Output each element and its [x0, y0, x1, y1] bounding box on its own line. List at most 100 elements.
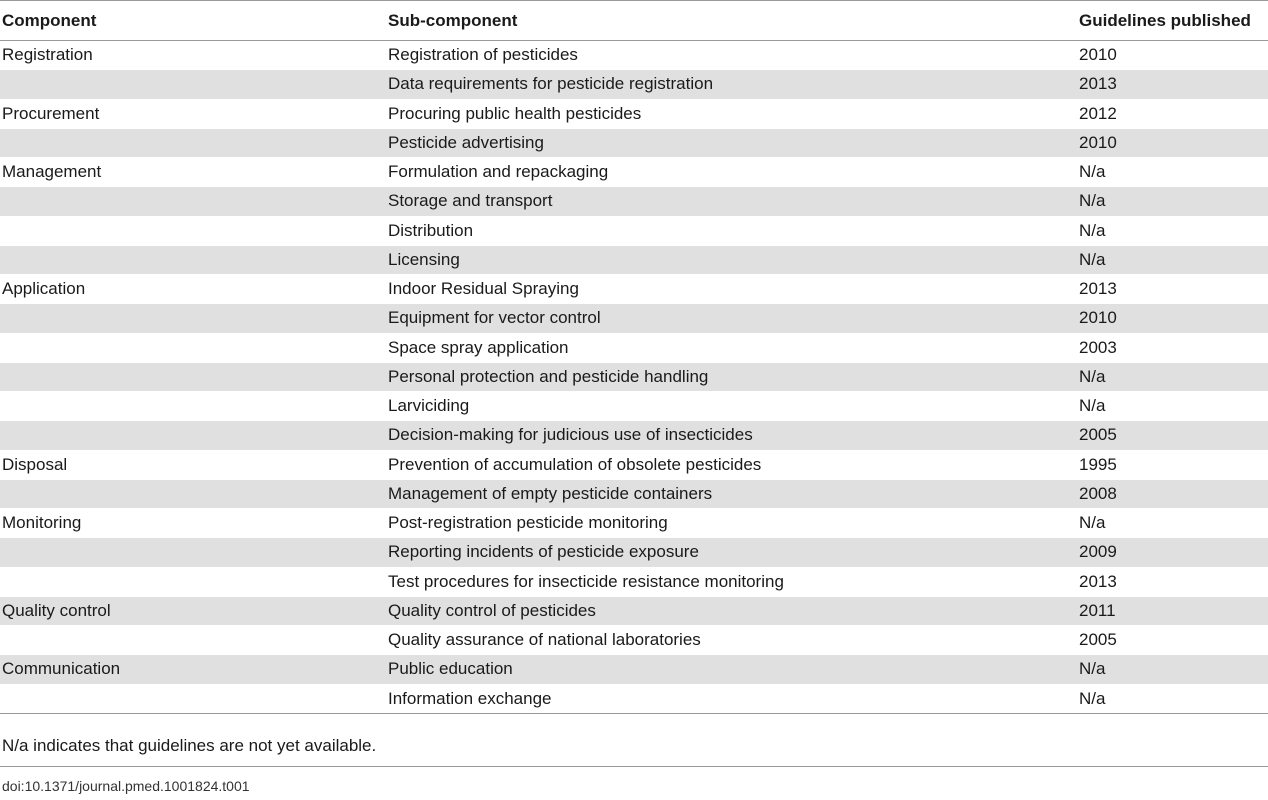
table-row: Reporting incidents of pesticide exposur…	[0, 537, 1268, 568]
table-row: Personal protection and pesticide handli…	[0, 362, 1268, 393]
cell-component	[0, 391, 386, 422]
table-row: Management Formulation and repackaging N/a	[0, 157, 1268, 188]
table-row: Storage and transport N/a	[0, 186, 1268, 217]
cell-component: Quality control	[0, 596, 386, 627]
cell-component	[0, 333, 386, 363]
table-row: Management of empty pesticide containers…	[0, 479, 1268, 510]
cell-sub-component: Test procedures for insecticide resistan…	[386, 567, 1077, 597]
table-row: Monitoring Post-registration pesticide mo…	[0, 508, 1268, 539]
table-row: Space spray application 2003	[0, 333, 1268, 363]
cell-guidelines-published: 2012	[1077, 99, 1268, 129]
table-row: Procurement Procuring public health pesti…	[0, 99, 1268, 129]
cell-guidelines-published: 1995	[1077, 450, 1268, 480]
table-row: Distribution N/a	[0, 216, 1268, 246]
cell-sub-component: Pesticide advertising	[386, 128, 1077, 159]
cell-sub-component: Equipment for vector control	[386, 303, 1077, 334]
table-row: Disposal Prevention of accumulation of ob…	[0, 450, 1268, 480]
table-body: Registration Registration of pesticides 20…	[0, 40, 1268, 714]
table-row: Larviciding N/a	[0, 391, 1268, 422]
table-footnote: N/a indicates that guidelines are not ye…	[2, 736, 377, 755]
cell-guidelines-published: 2009	[1077, 537, 1268, 568]
table-row: Quality control Quality control of pestic…	[0, 596, 1268, 627]
header-component: Component	[0, 0, 386, 41]
table-row: Test procedures for insecticide resistan…	[0, 567, 1268, 597]
cell-guidelines-published: 2010	[1077, 40, 1268, 71]
cell-component	[0, 245, 386, 276]
table-row: Registration Registration of pesticides 20…	[0, 40, 1268, 71]
guidelines-table: Component Sub-component Guidelines publi…	[0, 0, 1268, 714]
cell-sub-component: Storage and transport	[386, 186, 1077, 217]
table-row: Decision-making for judicious use of ins…	[0, 420, 1268, 451]
table-row: Data requirements for pesticide registra…	[0, 69, 1268, 100]
cell-guidelines-published: 2013	[1077, 274, 1268, 305]
cell-component	[0, 567, 386, 597]
cell-guidelines-published: 2010	[1077, 128, 1268, 159]
cell-sub-component: Prevention of accumulation of obsolete p…	[386, 450, 1077, 480]
cell-guidelines-published: 2005	[1077, 625, 1268, 656]
cell-sub-component: Quality assurance of national laboratori…	[386, 625, 1077, 656]
cell-sub-component: Information exchange	[386, 684, 1077, 714]
cell-guidelines-published: 2013	[1077, 567, 1268, 597]
cell-guidelines-published: N/a	[1077, 508, 1268, 539]
cell-component: Disposal	[0, 450, 386, 480]
table-header-row: Component Sub-component Guidelines publi…	[0, 0, 1268, 41]
cell-component: Procurement	[0, 99, 386, 129]
cell-component: Communication	[0, 654, 386, 685]
cell-sub-component: Public education	[386, 654, 1077, 685]
cell-guidelines-published: N/a	[1077, 245, 1268, 276]
cell-component	[0, 625, 386, 656]
cell-component	[0, 69, 386, 100]
cell-sub-component: Procuring public health pesticides	[386, 99, 1077, 129]
cell-guidelines-published: N/a	[1077, 157, 1268, 188]
cell-sub-component: Post-registration pesticide monitoring	[386, 508, 1077, 539]
table-row: Pesticide advertising 2010	[0, 128, 1268, 159]
cell-component	[0, 128, 386, 159]
table-row: Information exchange N/a	[0, 684, 1268, 714]
cell-sub-component: Reporting incidents of pesticide exposur…	[386, 537, 1077, 568]
doi-label: doi:10.1371/journal.pmed.1001824.t001	[2, 778, 250, 794]
header-sub-component: Sub-component	[386, 0, 1077, 41]
cell-sub-component: Licensing	[386, 245, 1077, 276]
cell-sub-component: Data requirements for pesticide registra…	[386, 69, 1077, 100]
cell-sub-component: Formulation and repackaging	[386, 157, 1077, 188]
cell-component	[0, 303, 386, 334]
cell-component: Registration	[0, 40, 386, 71]
cell-guidelines-published: N/a	[1077, 362, 1268, 393]
cell-component	[0, 186, 386, 217]
cell-guidelines-published: N/a	[1077, 654, 1268, 685]
header-guidelines-published: Guidelines published	[1077, 0, 1268, 41]
cell-component	[0, 362, 386, 393]
cell-guidelines-published: N/a	[1077, 391, 1268, 422]
table-row: Quality assurance of national laboratori…	[0, 625, 1268, 656]
table-row: Licensing N/a	[0, 245, 1268, 276]
cell-sub-component: Space spray application	[386, 333, 1077, 363]
cell-guidelines-published: 2013	[1077, 69, 1268, 100]
cell-sub-component: Registration of pesticides	[386, 40, 1077, 71]
guidelines-table-container: Component Sub-component Guidelines publi…	[0, 0, 1268, 714]
cell-guidelines-published: N/a	[1077, 186, 1268, 217]
cell-sub-component: Quality control of pesticides	[386, 596, 1077, 627]
cell-sub-component: Personal protection and pesticide handli…	[386, 362, 1077, 393]
cell-guidelines-published: 2008	[1077, 479, 1268, 510]
cell-component: Application	[0, 274, 386, 305]
cell-guidelines-published: 2011	[1077, 596, 1268, 627]
table-row: Communication Public education N/a	[0, 654, 1268, 685]
cell-sub-component: Decision-making for judicious use of ins…	[386, 420, 1077, 451]
doi-divider	[0, 766, 1268, 767]
cell-sub-component: Larviciding	[386, 391, 1077, 422]
cell-guidelines-published: 2010	[1077, 303, 1268, 334]
cell-sub-component: Distribution	[386, 216, 1077, 246]
table-row: Equipment for vector control 2010	[0, 303, 1268, 334]
cell-component	[0, 216, 386, 246]
cell-sub-component: Indoor Residual Spraying	[386, 274, 1077, 305]
cell-component	[0, 537, 386, 568]
table-row: Application Indoor Residual Spraying 2013	[0, 274, 1268, 305]
cell-component: Monitoring	[0, 508, 386, 539]
cell-guidelines-published: 2003	[1077, 333, 1268, 363]
cell-guidelines-published: 2005	[1077, 420, 1268, 451]
cell-guidelines-published: N/a	[1077, 216, 1268, 246]
cell-component	[0, 479, 386, 510]
cell-sub-component: Management of empty pesticide containers	[386, 479, 1077, 510]
cell-guidelines-published: N/a	[1077, 684, 1268, 714]
cell-component: Management	[0, 157, 386, 188]
